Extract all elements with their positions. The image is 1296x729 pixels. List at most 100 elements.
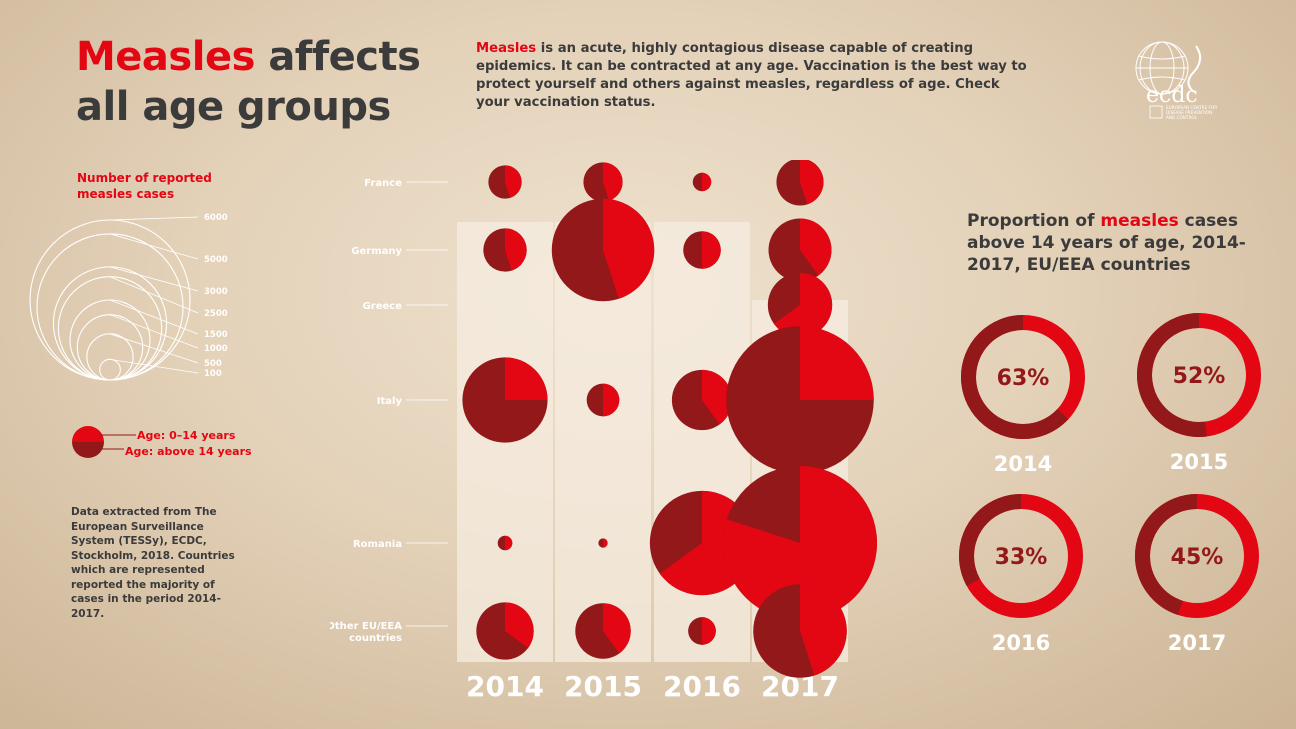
age-young-swatch: [72, 426, 104, 442]
bubble-germany-2016-young: [702, 231, 721, 269]
intro-text: Measles is an acute, highly contagious d…: [476, 40, 1036, 112]
size-legend-label-5000: 5000: [204, 255, 228, 265]
size-legend-leader-5000: [109, 233, 199, 260]
logo-name: ecdc: [1146, 83, 1198, 108]
bubble-france-2014-young: [505, 165, 522, 198]
size-legend-circle-100: [99, 358, 121, 381]
age-legend: Age: 0–14 years Age: above 14 years: [70, 424, 252, 464]
donut-title-highlight: measles: [1100, 211, 1179, 231]
donut-2017-old: [1135, 494, 1259, 618]
year-label-2016: 2016: [663, 670, 741, 703]
country-label-italy: Italy: [377, 396, 403, 407]
donut-2017-percent: 45%: [1171, 545, 1224, 570]
donut-2014: 63% 2014: [961, 315, 1085, 476]
size-legend-circle-1500: [69, 299, 151, 381]
bubble-germany-2014: [483, 228, 527, 272]
bubble-greece-2017: [767, 272, 833, 338]
bubble-france-2015: [583, 162, 623, 202]
size-legend-label-3000: 3000: [204, 287, 228, 297]
bubble-romania-2017-young: [722, 465, 878, 621]
bubble-romania-2017: [722, 465, 878, 621]
logo-sub-1: EUROPEAN CENTRE FOR: [1166, 105, 1217, 110]
title-highlight: Measles: [76, 34, 255, 80]
country-label-germany: Germany: [351, 246, 402, 257]
year-label-2014: 2014: [466, 670, 544, 703]
size-legend-label-1500: 1500: [204, 330, 228, 340]
donut-charts: 63% 2014 52% 2015 33% 2016 45% 2017: [959, 313, 1261, 655]
size-legend-label-500: 500: [204, 359, 222, 369]
bubble-other-eu-eea-countries-2016-young: [702, 617, 716, 645]
age-old-label: Age: above 14 years: [125, 445, 252, 458]
bubble-other-eu-eea-countries-2015: [575, 603, 631, 659]
logo-sub-3: AND CONTROL: [1166, 115, 1198, 120]
donut-2017: 45% 2017: [1135, 494, 1259, 655]
globe-icon: ecdc EUROPEAN CENTRE FOR DISEASE PREVENT…: [1135, 41, 1217, 120]
donut-2015-percent: 52%: [1173, 364, 1226, 389]
size-legend-leader-3000: [109, 266, 199, 292]
year-label-2015: 2015: [564, 670, 642, 703]
donut-2016: 33% 2016: [959, 494, 1083, 655]
ecdc-logo: ecdc EUROPEAN CENTRE FOR DISEASE PREVENT…: [1130, 40, 1230, 122]
logo-sub-2: DISEASE PREVENTION: [1166, 110, 1212, 115]
size-legend-label-6000: 6000: [204, 213, 228, 223]
country-label-romania: Romania: [353, 539, 402, 550]
size-legend-leader-1500: [109, 299, 199, 335]
age-young-label: Age: 0–14 years: [137, 429, 236, 442]
size-legend-circle-1000: [76, 314, 144, 381]
bubble-greece-2017-young: [773, 272, 833, 338]
bubble-romania-2015: [598, 538, 608, 548]
size-legend-circle-500: [86, 333, 134, 381]
age-legend-swatch: [72, 426, 110, 458]
size-legend-leader-500: [109, 333, 199, 364]
age-old-swatch: [72, 442, 104, 458]
bubble-italy-2017-young: [800, 326, 874, 400]
size-legend-leader-100: [109, 358, 199, 374]
size-legend-title: Number of reported measles cases: [77, 170, 212, 202]
bubble-other-eu-eea-countries-2017: [753, 584, 847, 678]
size-legend-circle-3000: [52, 266, 168, 381]
donut-title-post: cases above 14 years of age, 2014-2017, …: [967, 211, 1246, 275]
bubble-italy-2015-young: [603, 383, 620, 417]
bubble-romania-2014-young: [505, 535, 513, 551]
donut-2014-year: 2014: [994, 452, 1052, 476]
size-legend-circle-5000: [36, 233, 184, 381]
bubble-italy-2014-young: [505, 357, 548, 400]
size-legend-label-100: 100: [204, 369, 222, 379]
source-note: Data extracted from The European Surveil…: [71, 506, 235, 620]
donut-2016-percent: 33%: [995, 545, 1048, 570]
bubble-germany-2014-young: [505, 228, 527, 271]
size-legend-label-2500: 2500: [204, 309, 228, 319]
bubble-italy-2015: [586, 383, 620, 417]
bubble-other-eu-eea-countries-2017-young: [800, 584, 847, 676]
bubble-italy-2016: [671, 369, 733, 431]
size-legend-leader-2500: [109, 276, 199, 314]
bubble-chart: 2014 2015 2016 2017FranceGermanyGreeceItaly…: [330, 160, 878, 703]
bubble-other-eu-eea-countries-2014: [476, 602, 534, 660]
bubble-germany-2017: [768, 218, 832, 282]
donut-2015-year: 2015: [1170, 450, 1228, 474]
page-title: Measles affects all age groups: [76, 32, 421, 132]
bubble-germany-2015-young: [603, 198, 655, 299]
bubble-other-eu-eea-countries-2014-young: [505, 602, 534, 648]
year-column-2016: [654, 222, 750, 662]
bubble-germany-2016: [683, 231, 721, 269]
bubble-france-2017-young: [800, 160, 824, 205]
bubble-italy-2016-young: [702, 369, 733, 425]
bubble-france-2017: [776, 160, 824, 206]
country-label-other-eu-eea-countries-1: Other EU/EEA: [330, 621, 402, 632]
country-label-greece: Greece: [363, 301, 403, 312]
donut-2016-year: 2016: [992, 631, 1050, 655]
age-legend-leaders: [100, 434, 136, 450]
country-label-other-eu-eea-countries-2: countries: [349, 633, 402, 644]
country-label-france: France: [364, 178, 402, 189]
bubble-france-2016: [692, 172, 712, 192]
donut-2015-old: [1137, 313, 1261, 437]
size-legend-title-line2: measles cases: [77, 187, 175, 201]
donut-title-pre: Proportion of: [967, 211, 1101, 231]
donut-2016-old: [959, 494, 1083, 618]
title-rest: affects: [254, 34, 421, 80]
size-legend-leader-6000: [109, 216, 199, 221]
donut-section-title: Proportion of measles cases above 14 yea…: [967, 210, 1287, 276]
donut-2014-percent: 63%: [997, 366, 1050, 391]
